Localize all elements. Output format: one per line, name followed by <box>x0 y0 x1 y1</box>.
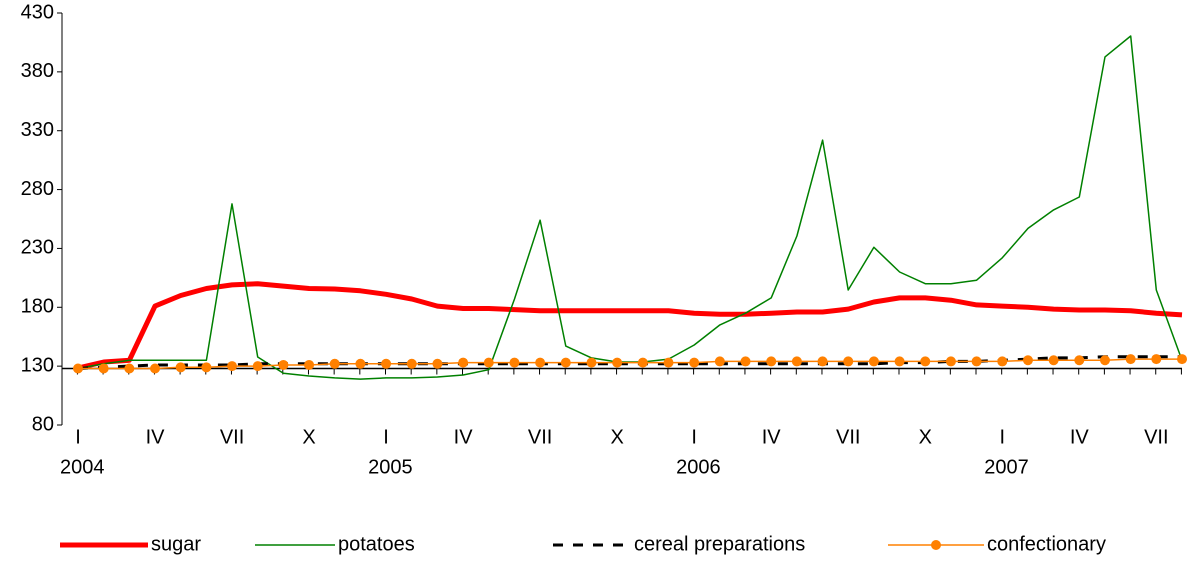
series-marker <box>714 356 725 367</box>
x-tick-label: X <box>610 426 623 448</box>
x-tick-label: I <box>75 426 81 448</box>
series-marker <box>1125 354 1136 365</box>
x-tick-label: I <box>691 426 697 448</box>
series-marker <box>150 363 161 374</box>
series-marker <box>483 357 494 368</box>
series-marker <box>329 358 340 369</box>
series-marker <box>586 357 597 368</box>
series-marker <box>689 357 700 368</box>
series-marker <box>381 358 392 369</box>
series-marker <box>73 363 83 374</box>
series-marker <box>920 356 931 367</box>
series-line <box>77 281 1183 371</box>
y-tick-label: 430 <box>21 1 54 23</box>
series-marker <box>304 359 315 370</box>
x-group-label: 2005 <box>368 456 413 478</box>
series-marker <box>894 356 905 367</box>
x-group-label: 2004 <box>60 456 105 478</box>
x-group-label: 2006 <box>676 456 721 478</box>
series-marker <box>252 361 263 372</box>
x-tick-label: X <box>919 426 932 448</box>
series-marker <box>637 357 648 368</box>
x-tick-label: VII <box>1144 426 1168 448</box>
x-tick-label: IV <box>454 426 474 448</box>
x-tick-label: IV <box>1070 426 1090 448</box>
series-marker <box>1177 354 1187 365</box>
y-tick-label: 80 <box>32 413 54 435</box>
series-marker <box>406 358 417 369</box>
series-marker <box>458 357 469 368</box>
series-marker <box>355 358 366 369</box>
series-marker <box>1074 355 1085 366</box>
x-tick-label: IV <box>762 426 782 448</box>
x-group-label: 2007 <box>984 456 1029 478</box>
series-marker <box>175 362 186 373</box>
series-marker <box>560 357 571 368</box>
series-marker <box>740 356 751 367</box>
series-line <box>77 35 1183 380</box>
x-tick-label: VII <box>836 426 860 448</box>
y-tick-label: 130 <box>21 354 54 376</box>
x-tick-label: VII <box>220 426 244 448</box>
series-marker <box>971 356 982 367</box>
series-marker <box>1099 355 1110 366</box>
legend-label: sugar <box>151 533 201 555</box>
series-marker <box>1151 354 1162 365</box>
series-marker <box>1048 355 1059 366</box>
series-marker <box>201 362 212 373</box>
series-marker <box>945 356 956 367</box>
x-tick-label: X <box>302 426 315 448</box>
x-tick-label: IV <box>146 426 166 448</box>
y-tick-label: 230 <box>21 237 54 259</box>
y-tick-label: 180 <box>21 296 54 318</box>
y-tick-label: 380 <box>21 60 54 82</box>
x-tick-label: VII <box>528 426 552 448</box>
series-marker <box>868 356 879 367</box>
legend-label: potatoes <box>338 533 415 555</box>
series-marker <box>766 356 777 367</box>
legend-marker <box>931 540 941 550</box>
y-tick-label: 330 <box>21 119 54 141</box>
x-tick-label: I <box>999 426 1005 448</box>
y-tick-label: 280 <box>21 178 54 200</box>
series-marker <box>98 363 109 374</box>
series-marker <box>278 359 289 370</box>
x-tick-label: I <box>383 426 389 448</box>
series-marker <box>227 361 238 372</box>
series-marker <box>791 356 802 367</box>
series-marker <box>663 357 674 368</box>
legend-label: confectionary <box>987 533 1106 555</box>
series-marker <box>843 356 854 367</box>
series-marker <box>1022 355 1033 366</box>
legend-label: cereal preparations <box>634 533 805 555</box>
series-marker <box>509 357 520 368</box>
series-marker <box>817 356 828 367</box>
series-marker <box>612 357 623 368</box>
series-marker <box>535 357 546 368</box>
series-marker <box>432 358 443 369</box>
series-marker <box>124 363 135 374</box>
series-marker <box>997 356 1008 367</box>
